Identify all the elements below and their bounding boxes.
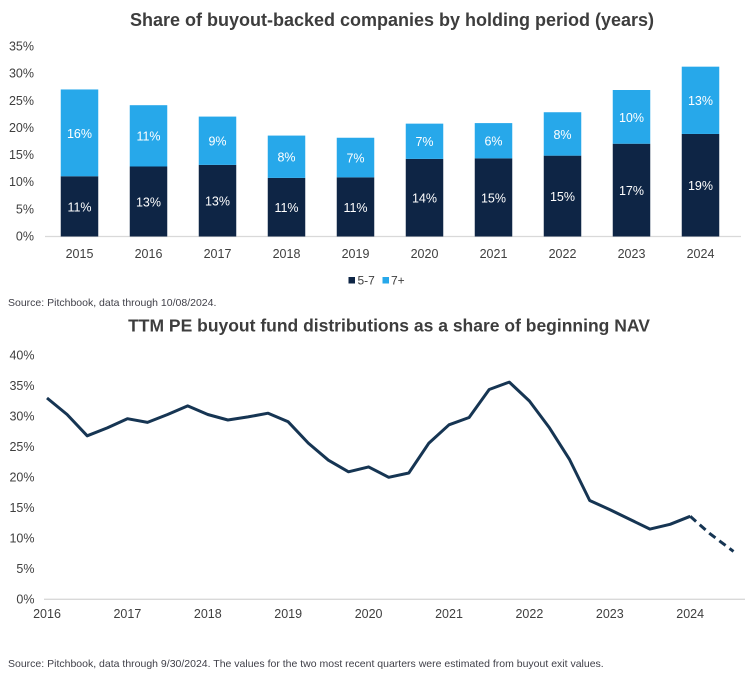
svg-text:30%: 30%: [9, 410, 34, 424]
svg-text:16%: 16%: [67, 127, 92, 141]
svg-text:2023: 2023: [596, 607, 624, 621]
svg-text:13%: 13%: [688, 94, 713, 108]
svg-text:2022: 2022: [549, 247, 577, 261]
svg-text:20%: 20%: [9, 471, 34, 485]
svg-text:2017: 2017: [113, 607, 141, 621]
svg-text:10%: 10%: [9, 175, 34, 189]
svg-text:7+: 7+: [391, 274, 405, 288]
svg-text:13%: 13%: [136, 195, 161, 209]
svg-text:0%: 0%: [16, 229, 34, 243]
svg-text:2023: 2023: [618, 247, 646, 261]
svg-text:11%: 11%: [274, 201, 298, 215]
svg-text:11%: 11%: [343, 201, 367, 215]
svg-text:2020: 2020: [411, 247, 439, 261]
svg-text:6%: 6%: [484, 135, 502, 149]
svg-text:20%: 20%: [9, 121, 34, 135]
svg-text:2018: 2018: [194, 607, 222, 621]
svg-text:30%: 30%: [9, 67, 34, 81]
svg-text:14%: 14%: [412, 192, 437, 206]
svg-text:15%: 15%: [550, 190, 575, 204]
svg-text:15%: 15%: [9, 501, 34, 515]
svg-text:2022: 2022: [515, 607, 543, 621]
svg-text:2017: 2017: [204, 247, 232, 261]
svg-text:Source: Pitchbook, data throug: Source: Pitchbook, data through 9/30/202…: [8, 658, 604, 670]
svg-text:35%: 35%: [9, 40, 34, 54]
svg-text:2018: 2018: [273, 247, 301, 261]
svg-text:2024: 2024: [676, 607, 704, 621]
svg-text:2024: 2024: [687, 247, 715, 261]
svg-text:2021: 2021: [435, 607, 463, 621]
svg-text:25%: 25%: [9, 440, 34, 454]
svg-text:5%: 5%: [16, 202, 34, 216]
svg-text:17%: 17%: [619, 184, 644, 198]
svg-text:35%: 35%: [9, 379, 34, 393]
svg-text:10%: 10%: [9, 532, 34, 546]
svg-text:11%: 11%: [67, 200, 91, 214]
svg-text:11%: 11%: [136, 130, 160, 144]
svg-text:0%: 0%: [16, 593, 34, 607]
svg-text:2016: 2016: [33, 607, 61, 621]
svg-text:TTM PE buyout fund distributio: TTM PE buyout fund distributions as a sh…: [128, 316, 650, 336]
svg-text:15%: 15%: [481, 191, 506, 205]
svg-text:9%: 9%: [208, 135, 226, 149]
svg-text:Source: Pitchbook, data throug: Source: Pitchbook, data through 10/08/20…: [8, 297, 216, 309]
svg-text:2016: 2016: [135, 247, 163, 261]
svg-text:19%: 19%: [688, 179, 713, 193]
svg-text:13%: 13%: [205, 195, 230, 209]
svg-text:8%: 8%: [277, 151, 295, 165]
svg-text:40%: 40%: [9, 349, 34, 363]
svg-text:2020: 2020: [355, 607, 383, 621]
svg-text:7%: 7%: [415, 135, 433, 149]
svg-text:5%: 5%: [16, 562, 34, 576]
svg-text:8%: 8%: [553, 128, 571, 142]
svg-text:2019: 2019: [342, 247, 370, 261]
svg-text:5-7: 5-7: [358, 274, 376, 288]
svg-text:2021: 2021: [480, 247, 508, 261]
svg-text:10%: 10%: [619, 111, 644, 125]
svg-text:2015: 2015: [66, 247, 94, 261]
svg-text:25%: 25%: [9, 94, 34, 108]
svg-text:2019: 2019: [274, 607, 302, 621]
svg-text:15%: 15%: [9, 148, 34, 162]
svg-text:7%: 7%: [346, 152, 364, 166]
svg-text:Share of buyout-backed compani: Share of buyout-backed companies by hold…: [130, 10, 654, 30]
